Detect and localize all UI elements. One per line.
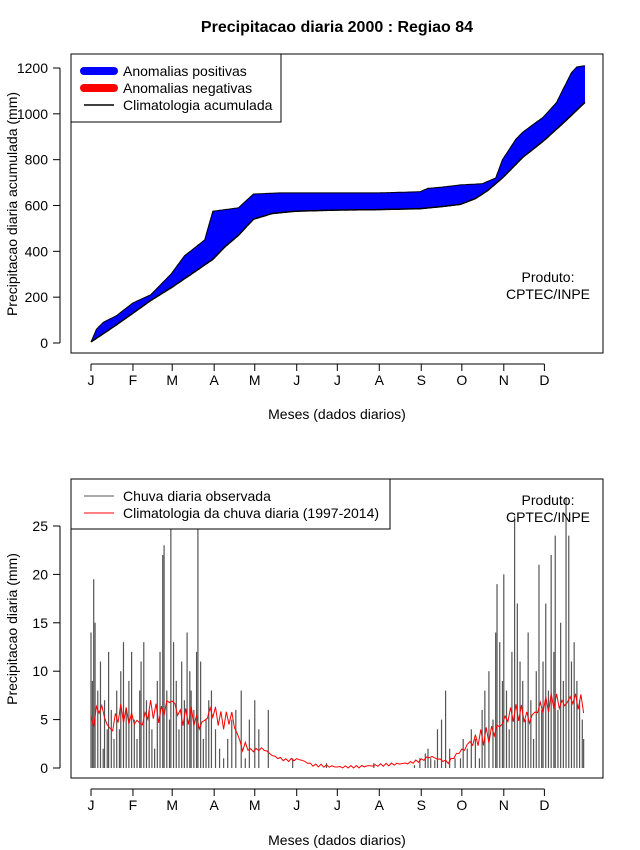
- top-x-tick-label: J: [88, 372, 95, 388]
- top-y-tick-label: 1000: [17, 106, 48, 122]
- legend-label-positive: Anomalias positivas: [123, 63, 247, 79]
- observed-cumulative-line: [90, 65, 586, 343]
- bottom-y-axis: 0 5 10 15 20 25: [32, 518, 61, 776]
- top-x-tick-label: F: [129, 372, 138, 388]
- positive-anomaly-area-group: [91, 65, 585, 342]
- bottom-y-tick-label: 15: [32, 615, 48, 631]
- top-x-tick-label: N: [499, 372, 509, 388]
- bottom-y-tick-label: 25: [32, 518, 48, 534]
- bottom-x-tick-label: J: [334, 797, 341, 813]
- top-x-tick-label: D: [539, 372, 549, 388]
- bottom-y-tick-label: 5: [40, 712, 48, 728]
- top-product-label: Produto:: [522, 269, 575, 285]
- bottom-x-tick-label: F: [129, 797, 138, 813]
- legend-label-observed: Chuva diaria observada: [123, 488, 271, 504]
- top-x-axis-label: Meses (dados diarios): [268, 406, 406, 422]
- climatology-cumulative-line: [90, 101, 586, 343]
- bottom-x-tick-label: J: [88, 797, 95, 813]
- top-x-tick-label: J: [293, 372, 300, 388]
- bottom-x-tick-label: N: [499, 797, 509, 813]
- bottom-x-tick-label: D: [539, 797, 549, 813]
- climatology-daily-line: [90, 693, 585, 769]
- bottom-y-axis-label: Precipitacao diaria (mm): [4, 553, 20, 705]
- positive-anomaly-area: [91, 65, 585, 342]
- bottom-y-tick-label: 20: [32, 566, 48, 582]
- bottom-x-tick-label: J: [293, 797, 300, 813]
- bottom-x-tick-label: A: [375, 797, 385, 813]
- top-x-tick-label: A: [375, 372, 385, 388]
- top-y-axis: 0 200 400 600 800 1000 1200: [17, 60, 61, 351]
- top-x-tick-label: M: [249, 372, 261, 388]
- observed-bars-group: [90, 496, 585, 768]
- legend-label-climatology-daily: Climatologia da chuva diaria (1997-2014): [123, 505, 379, 521]
- bottom-x-tick-label: A: [209, 797, 219, 813]
- bottom-product-source: CPTEC/INPE: [506, 509, 590, 525]
- legend-label-negative: Anomalias negativas: [123, 80, 252, 96]
- top-y-tick-label: 1200: [17, 60, 48, 76]
- top-plot-frame: [70, 53, 604, 354]
- top-y-tick-label: 400: [25, 243, 49, 259]
- climatology-line-group: [90, 693, 585, 769]
- bottom-product-label: Produto:: [522, 492, 575, 508]
- bottom-x-tick-label: M: [166, 797, 178, 813]
- top-y-tick-label: 800: [25, 152, 49, 168]
- bottom-y-tick-label: 10: [32, 663, 48, 679]
- bottom-y-tick-label: 0: [40, 760, 48, 776]
- top-x-tick-label: A: [209, 372, 219, 388]
- daily-precipitation-chart: 0 5 10 15 20 25 J F M A M J J A S O N D Meses (dados dia…: [4, 478, 604, 848]
- bottom-x-tick-label: O: [456, 797, 467, 813]
- bottom-legend-box: [70, 478, 391, 530]
- top-x-tick-label: M: [166, 372, 178, 388]
- top-y-tick-label: 200: [25, 289, 49, 305]
- top-x-tick-label: O: [456, 372, 467, 388]
- top-y-tick-label: 0: [40, 335, 48, 351]
- bottom-legend: Chuva diaria observada Climatologia da c…: [70, 478, 391, 530]
- top-y-tick-label: 600: [25, 198, 49, 214]
- top-product-source: CPTEC/INPE: [506, 286, 590, 302]
- bottom-x-axis-label: Meses (dados diarios): [268, 832, 406, 848]
- figure-title: Precipitacao diaria 2000 : Regiao 84: [201, 19, 473, 36]
- cumulative-lines-group: [90, 65, 586, 343]
- top-x-tick-label: J: [334, 372, 341, 388]
- bottom-x-tick-label: S: [417, 797, 426, 813]
- legend-label-climatology: Climatologia acumulada: [123, 97, 273, 113]
- top-legend: Anomalias positivas Anomalias negativas …: [70, 53, 282, 123]
- top-y-axis-label: Precipitacao diaria acumulada (mm): [4, 92, 20, 316]
- cumulative-precipitation-chart: 0 200 400 600 800 1000 1200 J F M A M J J A S O N D Meses…: [4, 53, 604, 422]
- bottom-x-tick-label: M: [249, 797, 261, 813]
- top-x-tick-label: S: [417, 372, 426, 388]
